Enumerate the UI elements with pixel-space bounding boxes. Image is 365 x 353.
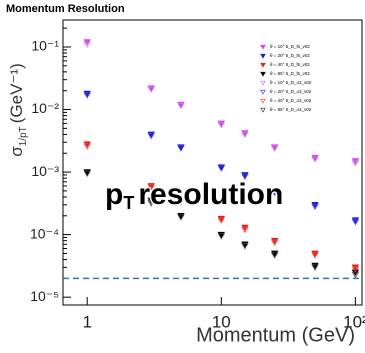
data-point (83, 92, 91, 99)
y-label-symbol: σ (7, 146, 26, 157)
data-point (83, 141, 91, 148)
data-point (147, 184, 155, 191)
plot-frame (62, 19, 363, 306)
data-point (270, 188, 279, 195)
data-point (270, 145, 279, 152)
data-point (177, 199, 185, 206)
data-point (83, 143, 91, 150)
data-point (270, 189, 279, 197)
data-point (311, 252, 319, 259)
data-point (311, 262, 319, 270)
data-point (311, 203, 319, 211)
legend-label: θ = 40° 5_D_o3_v02 (270, 98, 312, 103)
data-point (177, 145, 185, 152)
legend-label: θ = 10° 5_D_l5_v02 (270, 44, 310, 49)
data-point (311, 250, 319, 257)
legend-label: θ = 20° 5_D_o3_v02 (270, 89, 312, 94)
data-point (241, 243, 249, 250)
y-axis-label: σ1/pT (GeV⁻¹) (7, 63, 28, 157)
data-point (311, 201, 319, 209)
y-tick-label: 10⁻⁴ (30, 225, 59, 241)
data-point (270, 237, 279, 245)
chart-title: Momentum Resolution (6, 3, 125, 15)
legend-marker (260, 89, 266, 95)
legend-marker (260, 80, 266, 86)
legend-label: θ = 85° 5_D_o3_v02 (270, 107, 312, 112)
annotation-main: p (105, 178, 123, 211)
data-point (270, 239, 279, 246)
data-point (351, 158, 360, 165)
data-point (241, 173, 249, 180)
data-point (351, 266, 360, 273)
y-tick-label: 10⁻³ (31, 163, 59, 179)
annotation-rest: resolution (138, 178, 283, 211)
data-point (241, 226, 249, 234)
data-point (351, 271, 360, 279)
data-point (217, 233, 225, 240)
legend-marker (260, 62, 266, 68)
y-label-unit: (GeV⁻¹) (7, 63, 26, 123)
data-point (83, 170, 91, 177)
data-point (311, 264, 319, 271)
data-point (147, 200, 155, 207)
data-point (351, 264, 360, 271)
data-point (270, 252, 279, 259)
legend-marker (260, 71, 266, 77)
data-point (147, 86, 155, 93)
legend-label: θ = 85° 5_D_l5_v02 (270, 71, 310, 76)
y-label-subscript: 1/pT (18, 126, 29, 146)
data-point (311, 156, 319, 163)
x-axis-label: Momentum (GeV) (196, 324, 355, 346)
legend-label: θ = 20° 5_D_l5_v02 (270, 53, 310, 58)
data-point (217, 217, 225, 224)
data-point (241, 131, 249, 138)
legend-label: θ = 40° 5_D_l5_v02 (270, 62, 310, 67)
legend-marker (260, 107, 266, 113)
annotation: pT resolution (105, 178, 283, 213)
y-tick-label: 10⁻² (31, 100, 59, 116)
legend-marker (260, 98, 266, 104)
y-tick-label: 10⁻¹ (31, 38, 59, 54)
data-point (83, 41, 91, 48)
legend-marker (260, 44, 266, 50)
data-point (351, 160, 360, 167)
annotation-sub: T (123, 193, 134, 213)
x-tick-label: 10 (212, 312, 231, 331)
x-tick-label: 10² (343, 312, 365, 331)
legend-label: θ = 10° 5_D_o3_v02 (270, 80, 312, 85)
data-point (147, 133, 155, 140)
legend-marker (260, 53, 266, 59)
y-tick-label: 10⁻⁵ (30, 288, 59, 304)
data-point (177, 214, 185, 221)
data-point (177, 102, 185, 110)
x-tick-label: 1 (82, 312, 91, 331)
data-point (217, 122, 225, 129)
data-point (270, 250, 279, 257)
data-point (217, 165, 225, 172)
data-point (351, 219, 360, 226)
